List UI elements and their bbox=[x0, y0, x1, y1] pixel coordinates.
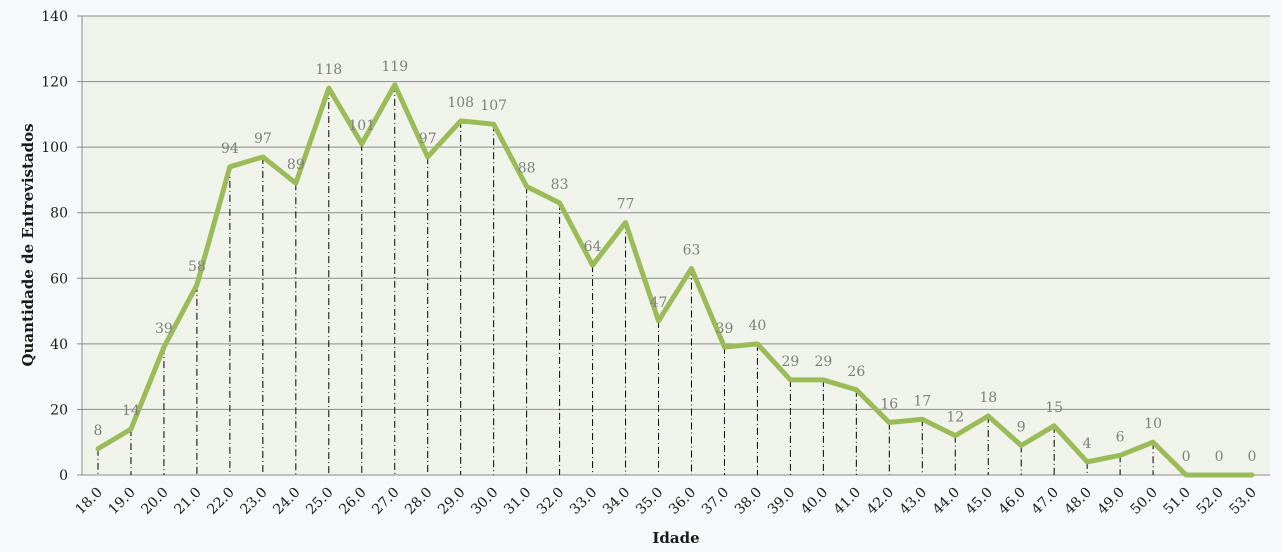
data-label: 18 bbox=[979, 390, 997, 406]
x-tick-label: 35.0 bbox=[633, 485, 666, 518]
x-tick-label: 29.0 bbox=[435, 485, 468, 518]
plot-area bbox=[82, 16, 1270, 475]
y-tick-label: 120 bbox=[41, 75, 68, 91]
x-tick-label: 52.0 bbox=[1194, 485, 1227, 518]
x-tick-label: 24.0 bbox=[270, 485, 303, 518]
data-label: 97 bbox=[419, 131, 437, 147]
gridlines bbox=[77, 15, 1270, 476]
y-tick-label: 60 bbox=[50, 271, 68, 287]
x-tick-label: 30.0 bbox=[468, 485, 501, 518]
x-axis-title: Idade bbox=[652, 529, 699, 547]
x-tick-label: 42.0 bbox=[864, 485, 897, 518]
x-tick-label: 40.0 bbox=[798, 485, 831, 518]
data-label: 64 bbox=[584, 239, 602, 255]
data-label: 77 bbox=[617, 197, 635, 213]
x-tick-label: 36.0 bbox=[666, 485, 699, 518]
data-label: 0 bbox=[1248, 449, 1257, 465]
data-label: 16 bbox=[880, 397, 898, 413]
data-label: 63 bbox=[683, 242, 701, 258]
x-tick-label: 46.0 bbox=[996, 485, 1029, 518]
drop-lines bbox=[97, 84, 1154, 475]
data-label: 29 bbox=[781, 354, 799, 370]
data-label: 88 bbox=[518, 160, 536, 176]
data-label: 94 bbox=[221, 141, 239, 157]
data-label: 97 bbox=[254, 131, 272, 147]
x-tick-label: 39.0 bbox=[765, 485, 798, 518]
data-label: 40 bbox=[749, 318, 767, 334]
x-tick-label: 44.0 bbox=[930, 485, 963, 518]
x-tick-label: 26.0 bbox=[336, 485, 369, 518]
data-label: 83 bbox=[551, 177, 569, 193]
data-label: 8 bbox=[94, 423, 103, 439]
x-tick-label: 49.0 bbox=[1095, 485, 1128, 518]
data-label: 0 bbox=[1215, 449, 1224, 465]
data-label: 101 bbox=[348, 118, 375, 134]
data-label: 14 bbox=[122, 403, 140, 419]
x-tick-label: 25.0 bbox=[303, 485, 336, 518]
x-tick-label: 18.0 bbox=[72, 485, 105, 518]
data-label: 17 bbox=[913, 393, 931, 409]
x-tick-label: 37.0 bbox=[699, 485, 732, 518]
data-label: 118 bbox=[315, 62, 342, 78]
data-label: 15 bbox=[1045, 400, 1063, 416]
series-line bbox=[95, 82, 1255, 478]
data-label: 29 bbox=[814, 354, 832, 370]
y-tick-label: 20 bbox=[50, 402, 68, 418]
y-tick-label: 100 bbox=[41, 140, 68, 156]
x-tick-label: 47.0 bbox=[1029, 485, 1062, 518]
data-label: 9 bbox=[1017, 419, 1026, 435]
data-label: 47 bbox=[650, 295, 668, 311]
data-label: 89 bbox=[287, 157, 305, 173]
x-tick-label: 22.0 bbox=[204, 485, 237, 518]
data-label: 39 bbox=[716, 321, 734, 337]
x-tick-label: 50.0 bbox=[1128, 485, 1161, 518]
data-label: 108 bbox=[447, 95, 474, 111]
x-tick-label: 34.0 bbox=[600, 485, 633, 518]
x-tick-label: 33.0 bbox=[567, 485, 600, 518]
data-label: 119 bbox=[381, 59, 408, 75]
x-tick-label: 38.0 bbox=[732, 485, 765, 518]
x-tick-label: 19.0 bbox=[105, 485, 138, 518]
data-label: 6 bbox=[1116, 429, 1125, 445]
x-axis-ticks: 18.0 19.0 20.0 21.0 22.0 23.0 24.0 25.0 26.0 27.0… bbox=[72, 485, 1259, 518]
x-tick-label: 53.0 bbox=[1226, 485, 1259, 518]
data-label: 39 bbox=[155, 321, 173, 337]
x-tick-label: 28.0 bbox=[402, 485, 435, 518]
x-tick-label: 20.0 bbox=[138, 485, 171, 518]
data-label: 10 bbox=[1144, 416, 1162, 432]
y-tick-label: 0 bbox=[59, 468, 68, 484]
y-axis-ticks: 0 20 40 60 80 100 120 140 bbox=[41, 9, 68, 484]
x-tick-label: 41.0 bbox=[831, 485, 864, 518]
y-tick-label: 40 bbox=[50, 337, 68, 353]
y-tick-label: 140 bbox=[41, 9, 68, 25]
x-tick-label: 45.0 bbox=[963, 485, 996, 518]
x-tick-label: 48.0 bbox=[1062, 485, 1095, 518]
data-label: 0 bbox=[1182, 449, 1191, 465]
x-tick-label: 23.0 bbox=[237, 485, 270, 518]
x-tick-label: 31.0 bbox=[501, 485, 534, 518]
y-tick-label: 80 bbox=[50, 206, 68, 222]
x-tick-label: 32.0 bbox=[534, 485, 567, 518]
data-label: 26 bbox=[847, 364, 865, 380]
data-label: 12 bbox=[946, 410, 964, 426]
x-tick-label: 51.0 bbox=[1161, 485, 1194, 518]
x-tick-label: 21.0 bbox=[171, 485, 204, 518]
data-label: 4 bbox=[1083, 436, 1092, 452]
x-tick-label: 27.0 bbox=[369, 485, 402, 518]
x-tick-label: 43.0 bbox=[897, 485, 930, 518]
y-axis-title: Quantidade de Entrevistados bbox=[19, 123, 37, 366]
data-label: 107 bbox=[480, 98, 507, 114]
data-label: 58 bbox=[188, 259, 206, 275]
